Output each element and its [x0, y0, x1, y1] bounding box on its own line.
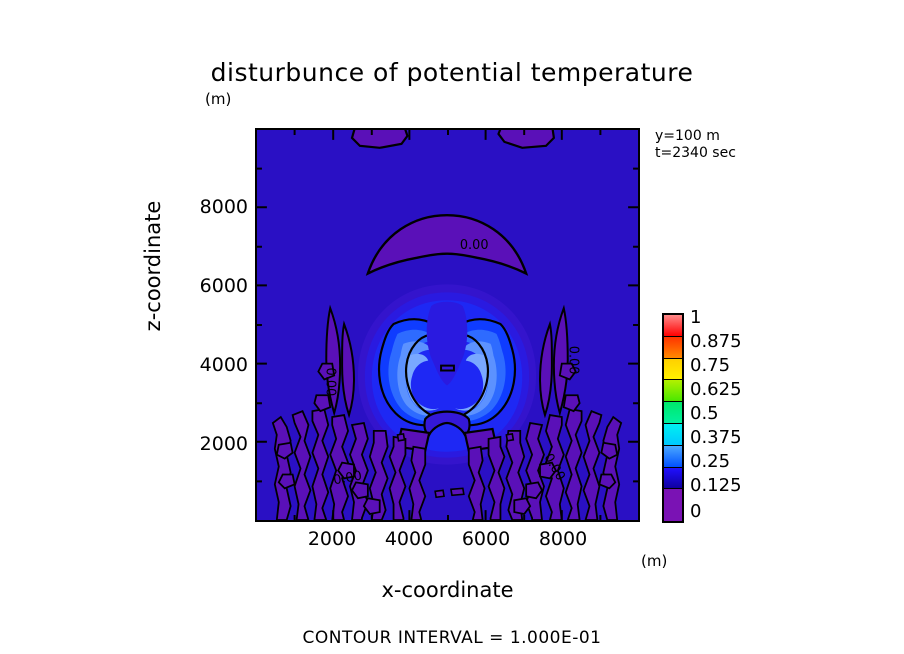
x-axis-units-label: (m): [641, 552, 668, 570]
colorbar-band-8: [664, 315, 682, 337]
y-tick-8000: 8000: [199, 196, 248, 218]
colorbar-band-zero: [664, 489, 682, 522]
x-axis-title: x-coordinate: [381, 578, 514, 602]
colorbar-label-0625: 0.625: [690, 379, 742, 400]
x-tick-6000: 6000: [461, 528, 511, 550]
page-title: disturbunce of potential temperature: [210, 58, 694, 87]
contour-label-right: 0.00: [566, 346, 581, 375]
colorbar-band-5: [664, 380, 682, 403]
annotation-line-y: y=100 m: [655, 128, 720, 144]
y-tick-4000: 4000: [199, 354, 248, 376]
x-axis-tick-labels: 2000 4000 6000 8000: [255, 528, 640, 554]
turbulent-striations-right: [467, 362, 623, 520]
side-plumes: [325, 304, 569, 419]
colorbar-label-025: 0.25: [690, 451, 731, 472]
plot-tick-marks: [257, 130, 638, 520]
colorbar-label-075: 0.75: [690, 355, 731, 376]
colorbar-label-0375: 0.375: [690, 427, 742, 448]
contour-label-lower-left: 0.00: [332, 469, 363, 489]
colorbar-label-1: 1: [690, 307, 702, 328]
colorbar[interactable]: [662, 313, 684, 523]
colorbar-bands: [662, 313, 684, 523]
colorbar-band-7: [664, 336, 682, 359]
colorbar-band-2: [664, 445, 682, 468]
colorbar-label-0125: 0.125: [690, 475, 742, 496]
y-axis-title: z-coordinate: [141, 200, 165, 332]
thermal-body: [357, 284, 537, 465]
x-tick-4000: 4000: [384, 528, 434, 550]
y-tick-6000: 6000: [199, 275, 248, 297]
turbulent-striations-left: [271, 362, 427, 520]
plume-cap-arc: [365, 213, 529, 276]
colorbar-tick-labels: 1 0.875 0.75 0.625 0.5 0.375 0.25 0.125 …: [690, 305, 780, 531]
top-contour-blobs: [350, 130, 556, 149]
colorbar-band-3: [664, 424, 682, 446]
x-tick-8000: 8000: [538, 528, 588, 550]
x-tick-2000: 2000: [307, 528, 357, 550]
contour-plot-area[interactable]: 0.00 0.00 0.00 0.00 0.00: [255, 128, 640, 522]
colorbar-band-4: [664, 402, 682, 424]
colorbar-band-1: [664, 467, 682, 490]
contour-label-left: 0.00: [322, 368, 337, 397]
colorbar-label-0: 0: [690, 501, 702, 522]
colorbar-label-05: 0.5: [690, 403, 719, 424]
slice-annotation: y=100 m t=2340 sec: [655, 128, 736, 162]
annotation-line-t: t=2340 sec: [655, 145, 736, 161]
y-tick-2000: 2000: [199, 433, 248, 455]
y-axis-tick-labels: 2000 4000 6000 8000: [186, 128, 248, 522]
contour-label-cap: 0.00: [460, 238, 489, 253]
contour-plot-svg: 0.00 0.00 0.00 0.00 0.00: [257, 130, 638, 520]
colorbar-label-0875: 0.875: [690, 331, 742, 352]
colorbar-band-6: [664, 358, 682, 381]
contour-interval-caption: CONTOUR INTERVAL = 1.000E-01: [302, 628, 602, 648]
contour-speckles: [396, 432, 515, 499]
title-units-label: (m): [205, 90, 232, 108]
